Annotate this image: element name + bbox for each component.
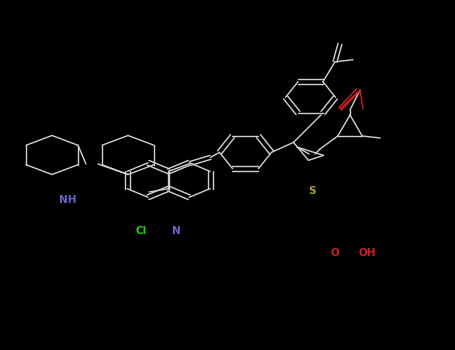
Text: NH: NH (59, 195, 76, 205)
Text: O: O (330, 248, 339, 258)
Text: Cl: Cl (136, 226, 147, 236)
Text: S: S (308, 186, 316, 196)
Text: N: N (172, 226, 181, 236)
Text: OH: OH (359, 248, 376, 258)
